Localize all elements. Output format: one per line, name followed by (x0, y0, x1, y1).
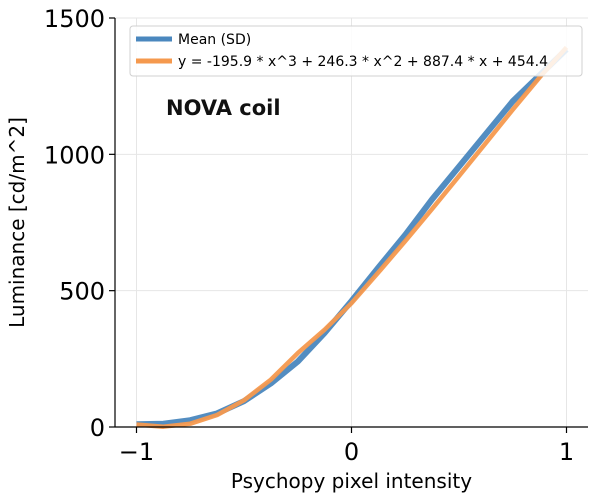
y-axis-title: Luminance [cd/m^2] (5, 117, 29, 328)
series-line-fit (136, 45, 569, 429)
x-tick-label: 1 (559, 438, 574, 466)
grid (115, 17, 588, 428)
legend-box (129, 25, 583, 77)
y-tick-label: 500 (59, 278, 105, 306)
legend: Mean (SD) y = -195.9 * x^3 + 246.3 * x^2… (129, 25, 583, 77)
series-lines (136, 45, 569, 429)
y-tick-label: 1500 (44, 5, 105, 33)
legend-label-fit: y = -195.9 * x^3 + 246.3 * x^2 + 887.4 *… (178, 54, 548, 70)
annotation-label: NOVA coil (166, 96, 281, 120)
y-tick-label: 0 (90, 414, 105, 442)
legend-label-mean: Mean (SD) (178, 32, 251, 48)
x-tick-label: −1 (119, 438, 154, 466)
x-axis-title: Psychopy pixel intensity (231, 469, 472, 493)
ticks: 0 500 1000 1500 −1 0 1 (44, 5, 574, 466)
x-tick-label: 0 (344, 438, 359, 466)
y-tick-label: 1000 (44, 141, 105, 169)
